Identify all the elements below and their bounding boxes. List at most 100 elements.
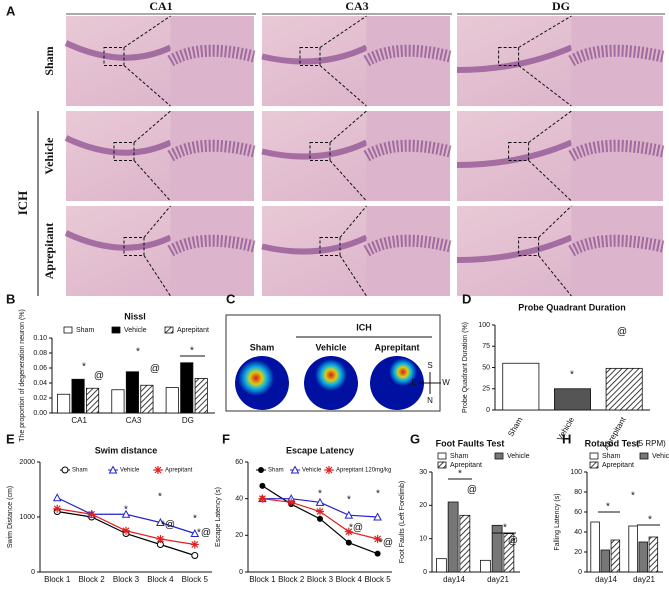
- panel-letter: C: [226, 291, 236, 306]
- legend-swatch: [589, 452, 599, 460]
- zoom-box: [123, 237, 145, 256]
- cell-layer: [261, 44, 368, 65]
- legend-label: Sham: [76, 327, 94, 334]
- point: [373, 535, 382, 543]
- cell-layer: [261, 234, 368, 255]
- annotation: *: [136, 347, 140, 358]
- zoom-line: [123, 15, 171, 48]
- panel-letter: G: [410, 431, 420, 446]
- legend-label: Aprepitant: [450, 462, 482, 469]
- zoom-image: [366, 16, 450, 106]
- y-tick-label: 60: [574, 509, 582, 516]
- y-tick-label: 0: [423, 569, 427, 576]
- y-tick-label: 20: [574, 549, 582, 556]
- annotation: *@: [379, 538, 393, 549]
- zoom-line: [133, 110, 171, 143]
- bar: [638, 541, 648, 573]
- y-axis-label: Foot Faults (Left Forelimb): [399, 481, 406, 563]
- zoom-line: [143, 255, 171, 297]
- panel-letter: H: [562, 431, 571, 446]
- legend-label: Aprepitant: [602, 462, 634, 469]
- x-tick-label: Block 5: [182, 575, 209, 584]
- zoom-line: [143, 205, 171, 238]
- bar: [71, 378, 85, 414]
- group-label: ICH: [15, 191, 30, 216]
- zoom-line: [528, 110, 572, 143]
- point: [156, 535, 165, 543]
- point: [87, 510, 96, 519]
- zoom-line: [133, 160, 171, 202]
- compass-label: W: [442, 378, 450, 387]
- y-tick-label: 0.08: [33, 350, 47, 357]
- chart-title: Foot Faults Test: [436, 438, 505, 448]
- legend-label: Vehicle: [507, 453, 530, 460]
- zoom-box: [518, 237, 540, 256]
- panel-letter: F: [222, 431, 230, 446]
- y-tick-label: 60: [235, 459, 243, 466]
- annotation: *@: [349, 523, 363, 534]
- x-tick-label: day14: [443, 575, 465, 584]
- point: [121, 509, 131, 518]
- cell-layer: [64, 40, 172, 61]
- y-tick-label: 20: [419, 502, 427, 509]
- bar: [502, 362, 540, 411]
- y-axis-label: Probe Quadrant Duration (%): [462, 322, 469, 413]
- zoom-line: [339, 205, 367, 238]
- x-tick-label: Block 1: [249, 575, 276, 584]
- legend-label: Vehicle: [120, 468, 140, 474]
- legend-label: Aprepitant 120mg/kg: [336, 468, 391, 474]
- zoom-image: [366, 111, 450, 201]
- histology-panel: [64, 13, 665, 297]
- legend-label: Aprepitant: [165, 468, 193, 474]
- x-tick-label: day14: [595, 575, 617, 584]
- annotation: *: [570, 370, 574, 381]
- y-axis-label: The proportion of degeneration neuron (%…: [19, 309, 26, 442]
- y-axis-label: Swim Distance (cm): [7, 486, 14, 548]
- zoom-box: [299, 47, 321, 66]
- zoom-cells: [568, 234, 665, 257]
- point: [345, 539, 352, 546]
- y-tick-label: 0.02: [33, 395, 47, 402]
- annotation: @: [617, 327, 627, 338]
- bar: [600, 549, 610, 573]
- annotation: *@: [161, 520, 175, 531]
- zoom-image: [571, 206, 663, 296]
- bar: [648, 536, 659, 573]
- bar: [111, 389, 125, 414]
- x-tick-label: CA1: [71, 416, 87, 425]
- zoom-line: [319, 65, 367, 107]
- bar: [503, 533, 515, 573]
- annotation: *: [158, 492, 162, 503]
- point: [122, 526, 130, 535]
- legend-swatch: [589, 461, 599, 469]
- legend-label: Sham: [450, 453, 468, 460]
- bar: [435, 558, 447, 573]
- point: [156, 517, 165, 526]
- x-tick-label: Block 4: [147, 575, 174, 584]
- legend-label: Aprepitant: [177, 327, 209, 334]
- zoom-line: [329, 160, 367, 202]
- point: [344, 527, 353, 536]
- cell-layer: [456, 139, 573, 168]
- annotation: *: [318, 489, 322, 500]
- legend-marker: [154, 466, 162, 474]
- y-tick-label: 0: [31, 569, 35, 576]
- x-tick-label: Block 2: [278, 575, 305, 584]
- point: [373, 512, 382, 521]
- legend-label: Sham: [268, 468, 284, 474]
- y-tick-label: 100: [478, 322, 490, 329]
- x-tick-label: Sham: [506, 415, 524, 438]
- column-header: DG: [552, 0, 570, 13]
- annotation: *: [606, 502, 610, 513]
- y-tick-label: 50: [482, 364, 490, 371]
- maze-frame: [225, 314, 441, 412]
- y-tick-label: 100: [570, 469, 582, 476]
- zoom-box: [103, 47, 125, 66]
- zoom-cells: [363, 139, 452, 162]
- point: [52, 493, 62, 502]
- zoom-line: [538, 255, 572, 297]
- legend-marker: [258, 467, 264, 473]
- legend-marker: [325, 466, 333, 474]
- legend-label: Vehicle: [124, 327, 147, 334]
- bar: [86, 387, 100, 414]
